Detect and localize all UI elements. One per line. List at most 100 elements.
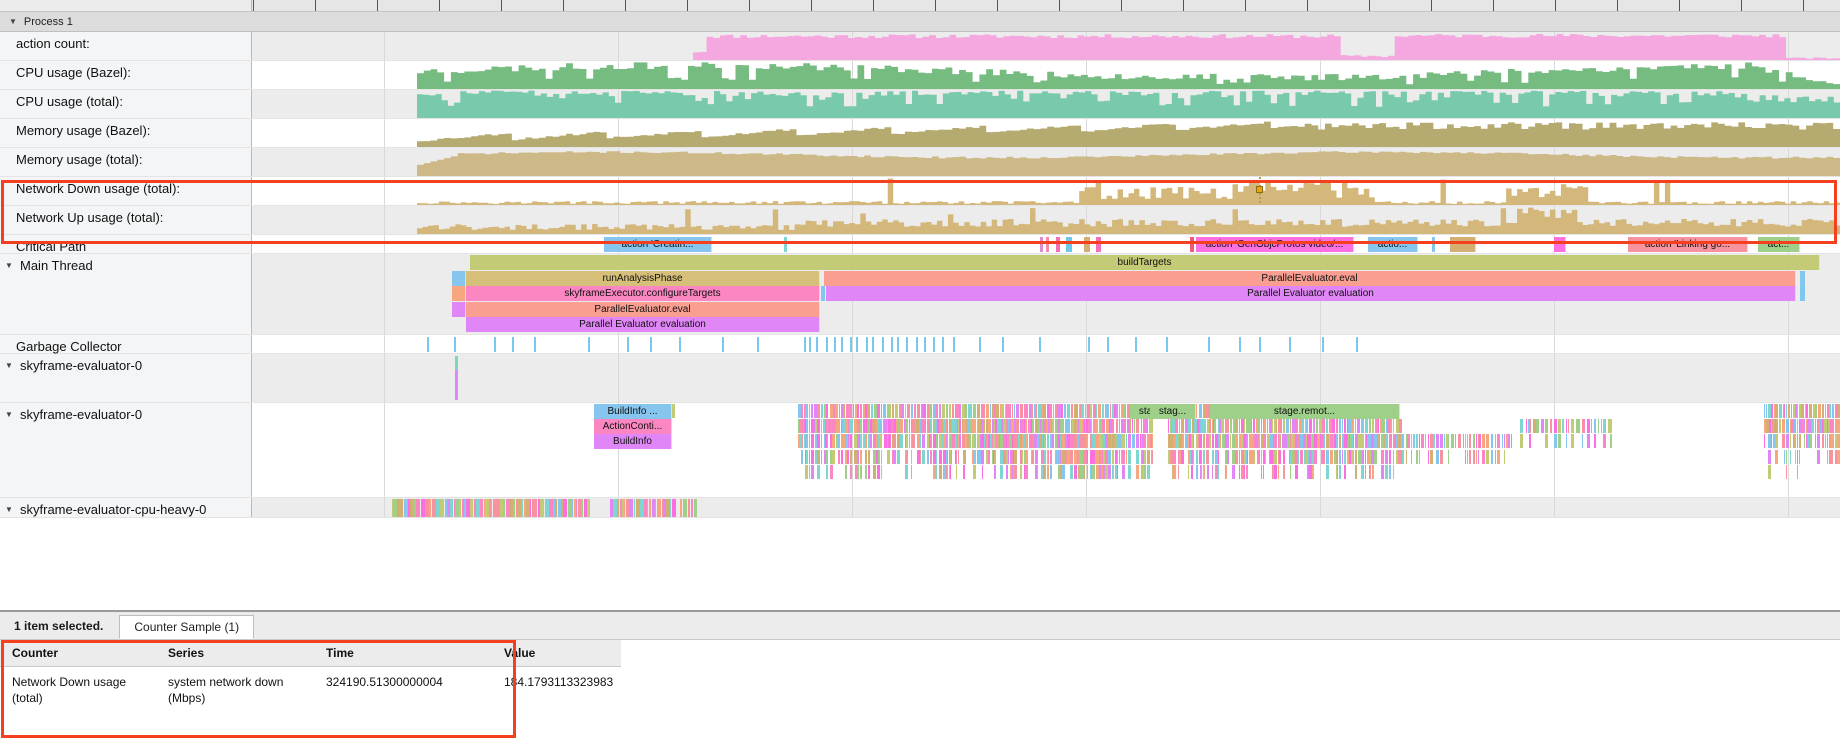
skyframe-slice[interactable] (1012, 464, 1014, 479)
skyframe-slice[interactable] (1321, 449, 1325, 464)
skyframe-slice[interactable] (916, 419, 920, 434)
critical-path-slice[interactable]: act... (1758, 237, 1800, 252)
skyframe-slice[interactable] (1086, 419, 1090, 434)
skyframe-slice[interactable] (973, 404, 977, 418)
skyframe-slice[interactable] (1215, 464, 1219, 479)
skyframe-slice[interactable] (1545, 419, 1549, 434)
skyframe-slice[interactable] (1425, 434, 1427, 449)
skyframe-slice[interactable] (849, 404, 851, 418)
skyframe-slice[interactable] (1274, 464, 1278, 479)
skyframe-cpu-heavy-slice[interactable] (536, 499, 538, 517)
skyframe-slice[interactable] (1238, 419, 1240, 434)
skyframe-slice[interactable] (942, 434, 946, 449)
skyframe-slice[interactable] (872, 434, 876, 449)
skyframe-cpu-heavy-slice[interactable] (553, 499, 556, 517)
skyframe-slice[interactable] (1062, 419, 1064, 434)
skyframe-slice[interactable] (1262, 434, 1264, 449)
skyframe-slice[interactable] (1195, 449, 1198, 464)
skyframe-slice[interactable] (1104, 434, 1108, 449)
skyframe-slice[interactable] (817, 464, 821, 479)
skyframe-slice[interactable] (1386, 419, 1388, 434)
skyframe-slice[interactable] (840, 404, 843, 418)
skyframe-slice[interactable] (1822, 404, 1824, 418)
skyframe-slice[interactable] (1246, 449, 1248, 464)
skyframe-slice[interactable] (1073, 434, 1077, 449)
skyframe-slice[interactable] (955, 464, 957, 479)
skyframe-slice[interactable] (1034, 434, 1038, 449)
skyframe-slice[interactable] (1336, 464, 1338, 479)
skyframe-cpu-heavy-slice[interactable] (625, 499, 629, 517)
skyframe-cpu-heavy-slice[interactable] (634, 499, 636, 517)
skyframe-slice[interactable] (1305, 419, 1308, 434)
skyframe-slice[interactable] (1257, 449, 1261, 464)
skyframe-slice[interactable] (997, 419, 1001, 434)
skyframe-slice[interactable] (1473, 434, 1476, 449)
skyframe-slice[interactable] (867, 419, 870, 434)
skyframe-slice[interactable] (1360, 419, 1362, 434)
skyframe-slice[interactable] (1786, 434, 1790, 449)
skyframe-slice[interactable] (1307, 464, 1310, 479)
skyframe-slice[interactable] (1060, 449, 1062, 464)
skyframe-slice[interactable] (1190, 464, 1193, 479)
skyframe-slice[interactable] (1092, 404, 1096, 418)
skyframe-slice[interactable] (1269, 419, 1273, 434)
skyframe-slice[interactable] (826, 404, 829, 418)
skyframe-slice[interactable] (948, 449, 950, 464)
skyframe-slice[interactable] (1217, 419, 1219, 434)
skyframe-slice[interactable] (1381, 449, 1385, 464)
skyframe-slice[interactable] (1553, 419, 1557, 434)
skyframe-slice[interactable] (1034, 449, 1038, 464)
skyframe-slice[interactable] (1827, 434, 1828, 449)
skyframe-slice[interactable] (1398, 419, 1402, 434)
critical-path-slice[interactable] (1096, 237, 1101, 252)
skyframe-slice[interactable] (1028, 434, 1032, 449)
skyframe-slice[interactable] (957, 419, 959, 434)
skyframe-slice[interactable] (882, 419, 884, 434)
skyframe-cpu-heavy-slice[interactable] (397, 499, 400, 517)
skyframe-slice[interactable] (977, 434, 979, 449)
skyframe-slice[interactable] (1046, 404, 1049, 418)
skyframe-slice[interactable] (1779, 419, 1782, 434)
skyframe-slice[interactable] (1787, 404, 1790, 418)
skyframe-slice[interactable] (1115, 464, 1118, 479)
skyframe-slice[interactable] (811, 404, 814, 418)
skyframe-cpu-heavy-slice[interactable] (573, 499, 576, 517)
skyframe-slice[interactable] (1047, 434, 1049, 449)
skyframe-slice[interactable] (1389, 434, 1392, 449)
skyframe-slice[interactable] (1823, 419, 1827, 434)
skyframe-slice[interactable] (1179, 449, 1181, 464)
skyframe-slice[interactable] (1102, 434, 1106, 449)
skyframe-slice[interactable] (867, 464, 870, 479)
track-label-memory-usage-total[interactable]: ▼Memory usage (total): (0, 148, 252, 176)
track-label-garbage-collector[interactable]: ▼Garbage Collector (0, 335, 252, 354)
skyframe-slice[interactable] (854, 404, 857, 418)
skyframe-slice[interactable] (1246, 464, 1248, 479)
skyframe-slice[interactable] (987, 449, 990, 464)
skyframe-slice[interactable]: ActionConti... (594, 419, 672, 435)
skyframe-slice[interactable] (1311, 434, 1314, 449)
skyframe-slice[interactable] (1284, 434, 1288, 449)
skyframe-slice[interactable] (1822, 434, 1824, 449)
skyframe-slice[interactable] (1240, 449, 1243, 464)
skyframe-slice[interactable] (1413, 434, 1415, 449)
skyframe-slice[interactable] (1092, 449, 1096, 464)
skyframe-slice[interactable] (1133, 419, 1135, 434)
skyframe-slice[interactable] (1028, 404, 1031, 418)
skyframe-slice[interactable] (922, 434, 926, 449)
skyframe-slice[interactable] (983, 419, 986, 434)
skyframe-slice[interactable] (1269, 434, 1273, 449)
skyframe-slice[interactable] (1069, 434, 1073, 449)
skyframe-slice[interactable] (1402, 449, 1404, 464)
skyframe-slice[interactable] (1205, 434, 1209, 449)
skyframe-slice[interactable] (850, 404, 853, 418)
gc-event-marker[interactable] (924, 337, 927, 352)
skyframe-slice[interactable] (1395, 449, 1399, 464)
skyframe-slice[interactable] (1211, 464, 1213, 479)
skyframe-slice[interactable] (1389, 449, 1392, 464)
skyframe-slice[interactable] (966, 404, 968, 418)
skyframe-slice[interactable] (1831, 419, 1834, 434)
skyframe-slice[interactable] (1481, 434, 1485, 449)
skyframe-slice[interactable] (1102, 449, 1106, 464)
skyframe-slice[interactable] (822, 419, 824, 434)
skyframe-slice[interactable] (1784, 404, 1786, 418)
